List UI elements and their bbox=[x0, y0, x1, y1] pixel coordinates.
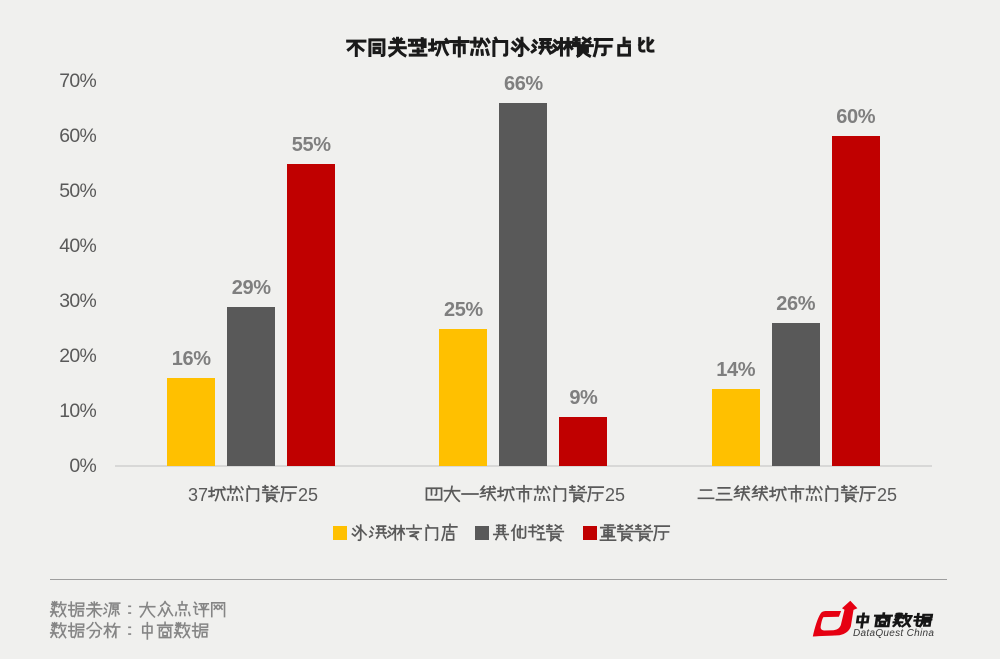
svg-text:37: 37 bbox=[188, 485, 208, 505]
svg-text:25: 25 bbox=[605, 485, 625, 505]
svg-text:25: 25 bbox=[877, 485, 897, 505]
svg-text:25: 25 bbox=[298, 485, 318, 505]
